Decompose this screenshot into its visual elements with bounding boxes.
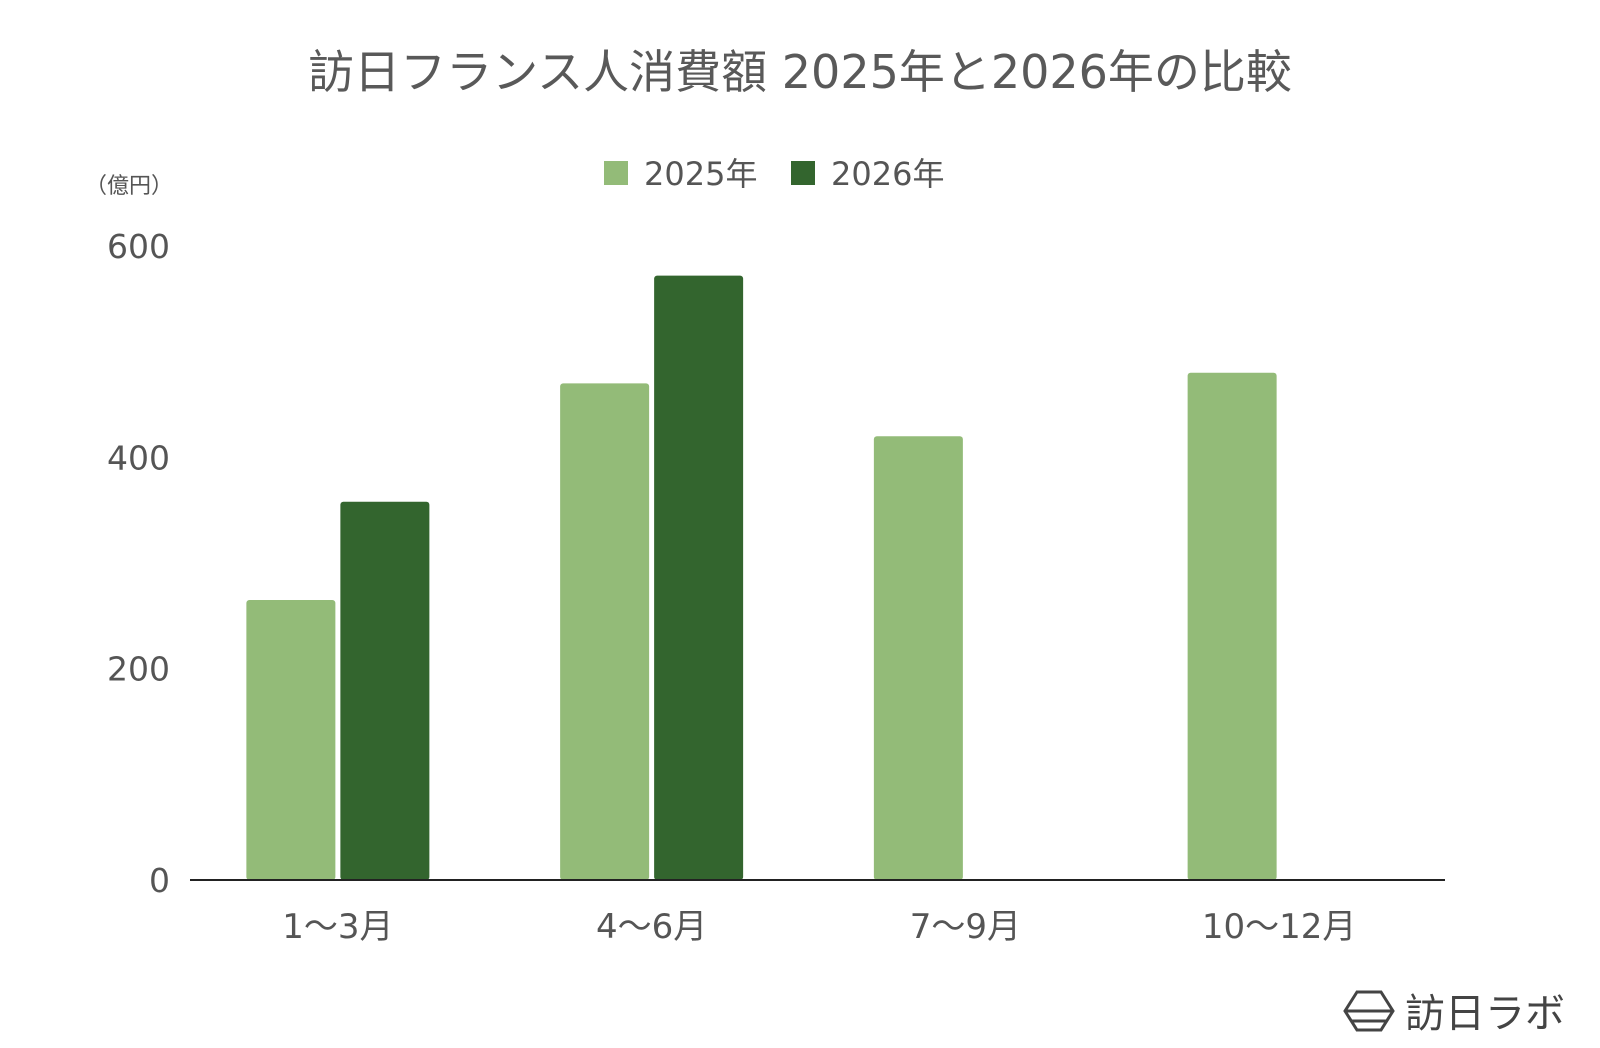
bar-2025年-4〜6月 (560, 383, 650, 880)
hexagon-logo-icon (1343, 990, 1395, 1032)
bar-2026年-4〜6月 (654, 275, 744, 880)
y-axis-ticks: 0 200 400 600 (107, 227, 170, 900)
bar-2026年-1〜3月 (340, 501, 430, 880)
x-axis-labels: 1〜3月 4〜6月 7〜9月 10〜12月 (282, 907, 1356, 947)
legend-label: 2026年 (831, 155, 944, 193)
bars (246, 275, 1277, 880)
y-axis-unit-label: （億円） (85, 174, 173, 199)
legend-swatch (604, 161, 628, 185)
chart-title: 訪日フランス人消費額 2025年と2026年の比較 (308, 45, 1292, 99)
x-category-label: 4〜6月 (596, 907, 707, 947)
y-tick-label: 0 (149, 861, 170, 900)
bar-2025年-7〜9月 (873, 436, 963, 880)
legend-label: 2025年 (644, 155, 757, 193)
x-category-label: 1〜3月 (282, 907, 393, 947)
legend: 2025年 2026年 (604, 155, 944, 193)
logo: 訪日ラボ (1343, 990, 1565, 1037)
y-tick-label: 600 (107, 227, 170, 266)
x-category-label: 10〜12月 (1202, 907, 1357, 947)
logo-text: 訪日ラボ (1405, 991, 1565, 1037)
bar-2025年-1〜3月 (246, 599, 336, 880)
legend-swatch (791, 161, 815, 185)
bar-2025年-10〜12月 (1187, 372, 1277, 880)
y-tick-label: 200 (107, 650, 170, 689)
y-tick-label: 400 (107, 438, 170, 477)
x-category-label: 7〜9月 (910, 907, 1021, 947)
